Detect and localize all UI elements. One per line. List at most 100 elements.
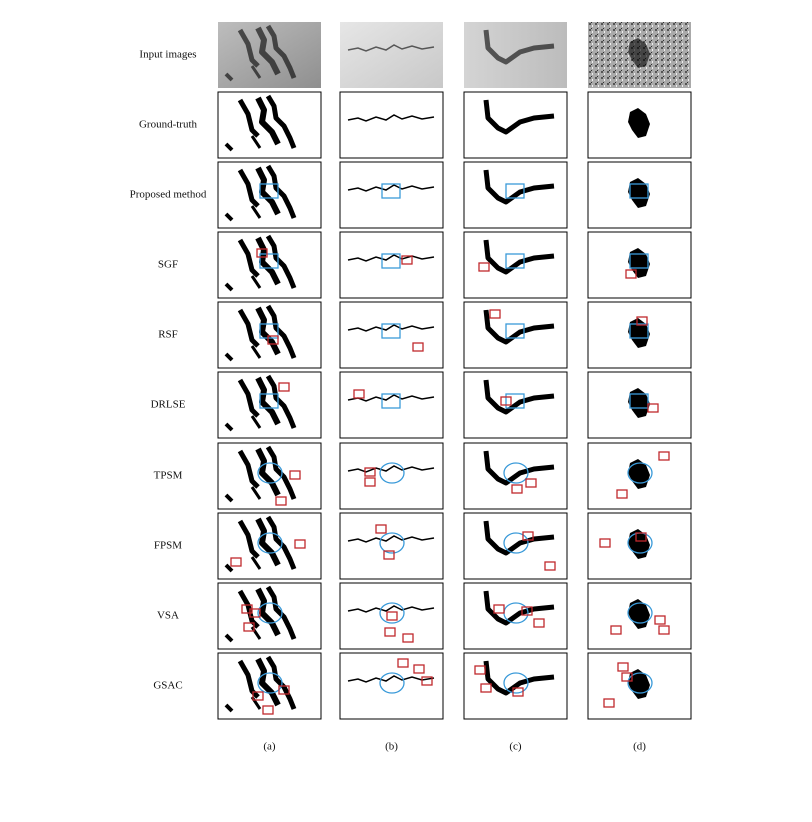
segment	[265, 234, 297, 289]
highlight-box	[629, 323, 649, 339]
segmentation	[483, 29, 555, 65]
highlight-box	[505, 253, 525, 269]
highlight-ellipse	[257, 532, 283, 554]
segment	[250, 65, 262, 79]
panel	[463, 652, 568, 720]
segment	[250, 486, 262, 500]
segment	[237, 168, 260, 208]
segment	[255, 587, 281, 637]
segment	[265, 445, 297, 500]
segment	[483, 99, 555, 135]
error-box	[243, 622, 255, 632]
segmentation	[224, 304, 297, 362]
segment	[250, 345, 262, 359]
panel	[339, 231, 444, 299]
highlight-ellipse	[503, 532, 529, 554]
segmentation	[483, 379, 555, 415]
highlight-box	[629, 393, 649, 409]
highlight-box	[259, 393, 279, 409]
panel	[587, 652, 692, 720]
error-box	[511, 484, 523, 494]
column-label: (a)	[263, 741, 276, 753]
segment	[255, 447, 281, 497]
error-box	[364, 477, 376, 487]
panel	[218, 22, 321, 88]
error-box	[533, 618, 545, 628]
error-box	[230, 557, 242, 567]
segment	[224, 72, 234, 82]
segment	[265, 585, 297, 640]
segment	[483, 520, 555, 556]
error-box	[289, 470, 301, 480]
segment	[237, 659, 260, 699]
row-label: SGF	[158, 259, 178, 271]
panel	[217, 231, 322, 299]
segment	[347, 184, 435, 192]
segmentation	[347, 114, 435, 122]
segment	[347, 535, 435, 543]
panel-frame	[339, 582, 444, 650]
error-box	[384, 627, 396, 637]
panel-frame	[339, 91, 444, 159]
panel	[217, 582, 322, 650]
error-box	[413, 664, 425, 674]
highlight-ellipse	[503, 672, 529, 694]
error-box	[647, 403, 659, 413]
row-label: RSF	[158, 329, 178, 341]
panel-frame	[339, 301, 444, 369]
segment	[224, 703, 234, 713]
error-box	[421, 676, 433, 686]
error-box	[256, 248, 268, 258]
panel	[217, 442, 322, 510]
panel	[587, 582, 692, 650]
segment	[237, 519, 260, 559]
error-box	[364, 467, 376, 477]
row-label: Ground-truth	[139, 119, 198, 131]
panel	[464, 22, 567, 88]
segment	[237, 378, 260, 418]
highlight-ellipse	[627, 672, 653, 694]
segment	[347, 44, 435, 52]
highlight-ellipse	[257, 672, 283, 694]
panel	[463, 512, 568, 580]
error-box	[617, 662, 629, 672]
highlight-ellipse	[627, 602, 653, 624]
panel	[339, 91, 444, 159]
segmentation	[347, 675, 435, 683]
highlight-box	[259, 253, 279, 269]
segment	[347, 605, 435, 613]
segmentation	[224, 374, 297, 432]
error-box	[480, 683, 492, 693]
error-box	[278, 382, 290, 392]
panel	[587, 442, 692, 510]
segment	[628, 108, 650, 138]
segment	[250, 205, 262, 219]
highlight-box	[629, 253, 649, 269]
highlight-box	[505, 183, 525, 199]
segmentation	[224, 234, 297, 292]
panel	[339, 371, 444, 439]
column-label: (b)	[385, 741, 398, 753]
panel	[463, 371, 568, 439]
error-box	[522, 531, 534, 541]
segmentation	[347, 465, 435, 473]
panel	[463, 161, 568, 229]
segmentation	[347, 184, 435, 192]
segmentation	[224, 515, 297, 573]
panel-frame	[217, 231, 322, 299]
error-box	[397, 658, 409, 668]
segmentation	[628, 108, 650, 138]
error-box	[525, 478, 537, 488]
error-box	[621, 672, 633, 682]
segment	[224, 142, 234, 152]
panel-frame	[339, 231, 444, 299]
panel-frame	[217, 301, 322, 369]
highlight-ellipse	[257, 462, 283, 484]
panel	[339, 161, 444, 229]
error-box	[386, 611, 398, 621]
error-box	[375, 524, 387, 534]
segment	[255, 96, 281, 146]
row-label: TPSM	[154, 470, 183, 482]
panel-frame	[339, 371, 444, 439]
panel	[587, 231, 692, 299]
